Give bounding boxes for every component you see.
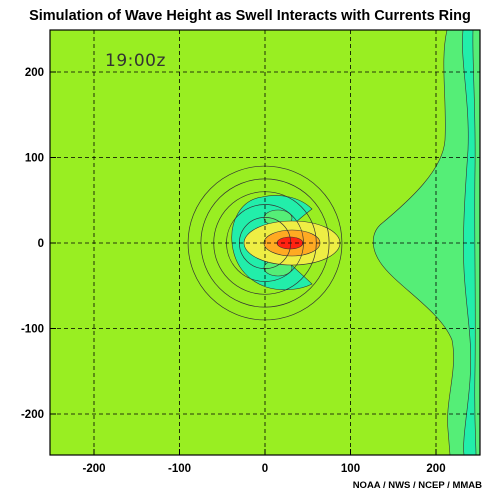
x-tick-label: 100 (341, 463, 360, 475)
x-tick-label: 200 (426, 463, 445, 475)
y-tick-labels: -200 -100 0 100 200 (21, 67, 44, 421)
chart-title: Simulation of Wave Height as Swell Inter… (29, 8, 471, 24)
x-tick-label: -100 (168, 463, 191, 475)
leeward-band-core (472, 30, 480, 455)
leeward-band-outer (372, 30, 480, 455)
y-tick-label: -200 (21, 409, 44, 421)
axis-ticks (50, 71, 437, 455)
y-tick-label: 100 (25, 153, 44, 165)
credit-label: NOAA / NWS / NCEP / MMAB (352, 480, 482, 491)
y-tick-label: -100 (21, 324, 44, 336)
time-label: 19:00z (105, 51, 166, 71)
x-tick-label: 0 (262, 463, 268, 475)
x-tick-labels: -200 -100 0 100 200 (82, 463, 445, 475)
y-tick-label: 200 (25, 67, 44, 79)
grid-lines (50, 30, 480, 455)
y-tick-label: 0 (38, 238, 44, 250)
x-tick-label: -200 (82, 463, 105, 475)
